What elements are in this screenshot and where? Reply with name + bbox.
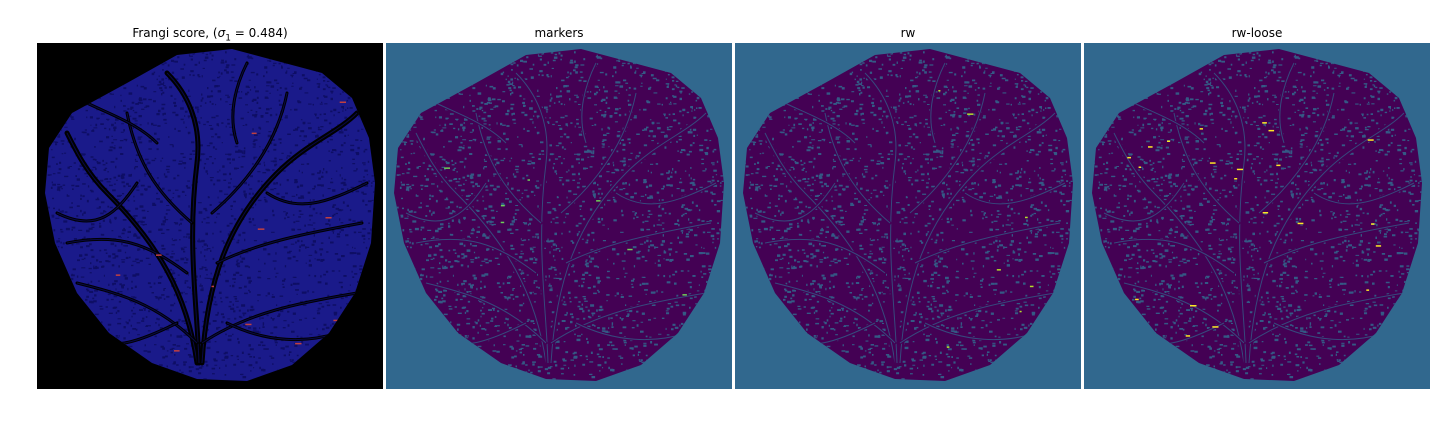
highlight-speck [1366,289,1370,291]
highlight-speck [500,204,505,207]
highlight-speck [946,346,950,348]
image-canvas [735,43,1081,389]
highlight-speck [257,228,265,230]
highlight-speck [1148,146,1153,148]
highlight-speck [500,221,505,224]
highlight-speck [1135,298,1139,301]
highlight-speck [115,274,121,276]
highlight-speck [1025,216,1028,219]
highlight-speck [156,254,162,256]
highlight-speck [251,132,257,135]
highlight-speck [527,179,530,181]
highlight-speck [1236,168,1244,171]
highlight-speck [1185,335,1191,337]
texture-layer [394,49,724,381]
highlight-speck [1375,245,1382,247]
image-panel-markers [386,43,732,389]
highlight-speck [1019,310,1022,313]
image-panel-rw [735,43,1081,389]
highlight-speck [339,101,346,103]
highlight-speck [1234,178,1238,180]
panel-title-rw: rw [900,26,916,40]
highlight-speck [295,342,302,345]
highlight-speck [245,323,252,326]
image-canvas [37,43,383,389]
highlight-speck [1212,326,1219,328]
highlight-speck [627,248,633,251]
highlight-speck [1127,156,1131,159]
highlight-speck [938,90,941,92]
image-panel-frangi [37,43,383,389]
image-canvas [1084,43,1430,389]
highlight-speck [325,217,332,219]
highlight-speck [444,167,450,169]
highlight-speck [1371,223,1375,225]
highlight-speck [1262,122,1267,124]
highlight-speck [596,200,601,202]
title-sub: 1 [225,33,231,44]
image-canvas [386,43,732,389]
highlight-speck [1297,222,1304,225]
highlight-speck [333,319,339,322]
panel-title-markers: markers [534,26,584,40]
highlight-speck [1209,162,1216,164]
highlight-speck [1190,305,1197,307]
title-suffix: = 0.484) [230,26,288,40]
highlight-speck [1268,129,1275,132]
highlight-speck [967,113,974,115]
highlight-speck [1276,164,1281,167]
title-sigma: σ [217,26,226,40]
highlight-speck [1138,166,1141,168]
highlight-speck [1367,139,1374,141]
highlight-speck [682,294,687,296]
highlight-speck [1029,285,1034,288]
panel-title-rw-loose: rw-loose [1231,26,1283,40]
highlight-speck [996,269,1001,271]
highlight-speck [1199,128,1203,130]
title-prefix: Frangi score, ( [132,26,218,40]
panel-title-frangi: Frangi score, (σ1 = 0.484) [37,24,383,44]
highlight-speck [1167,140,1171,142]
image-panel-rw-loose [1084,43,1430,389]
highlight-speck [211,285,214,288]
highlight-speck [1262,212,1269,214]
highlight-speck [174,350,180,352]
